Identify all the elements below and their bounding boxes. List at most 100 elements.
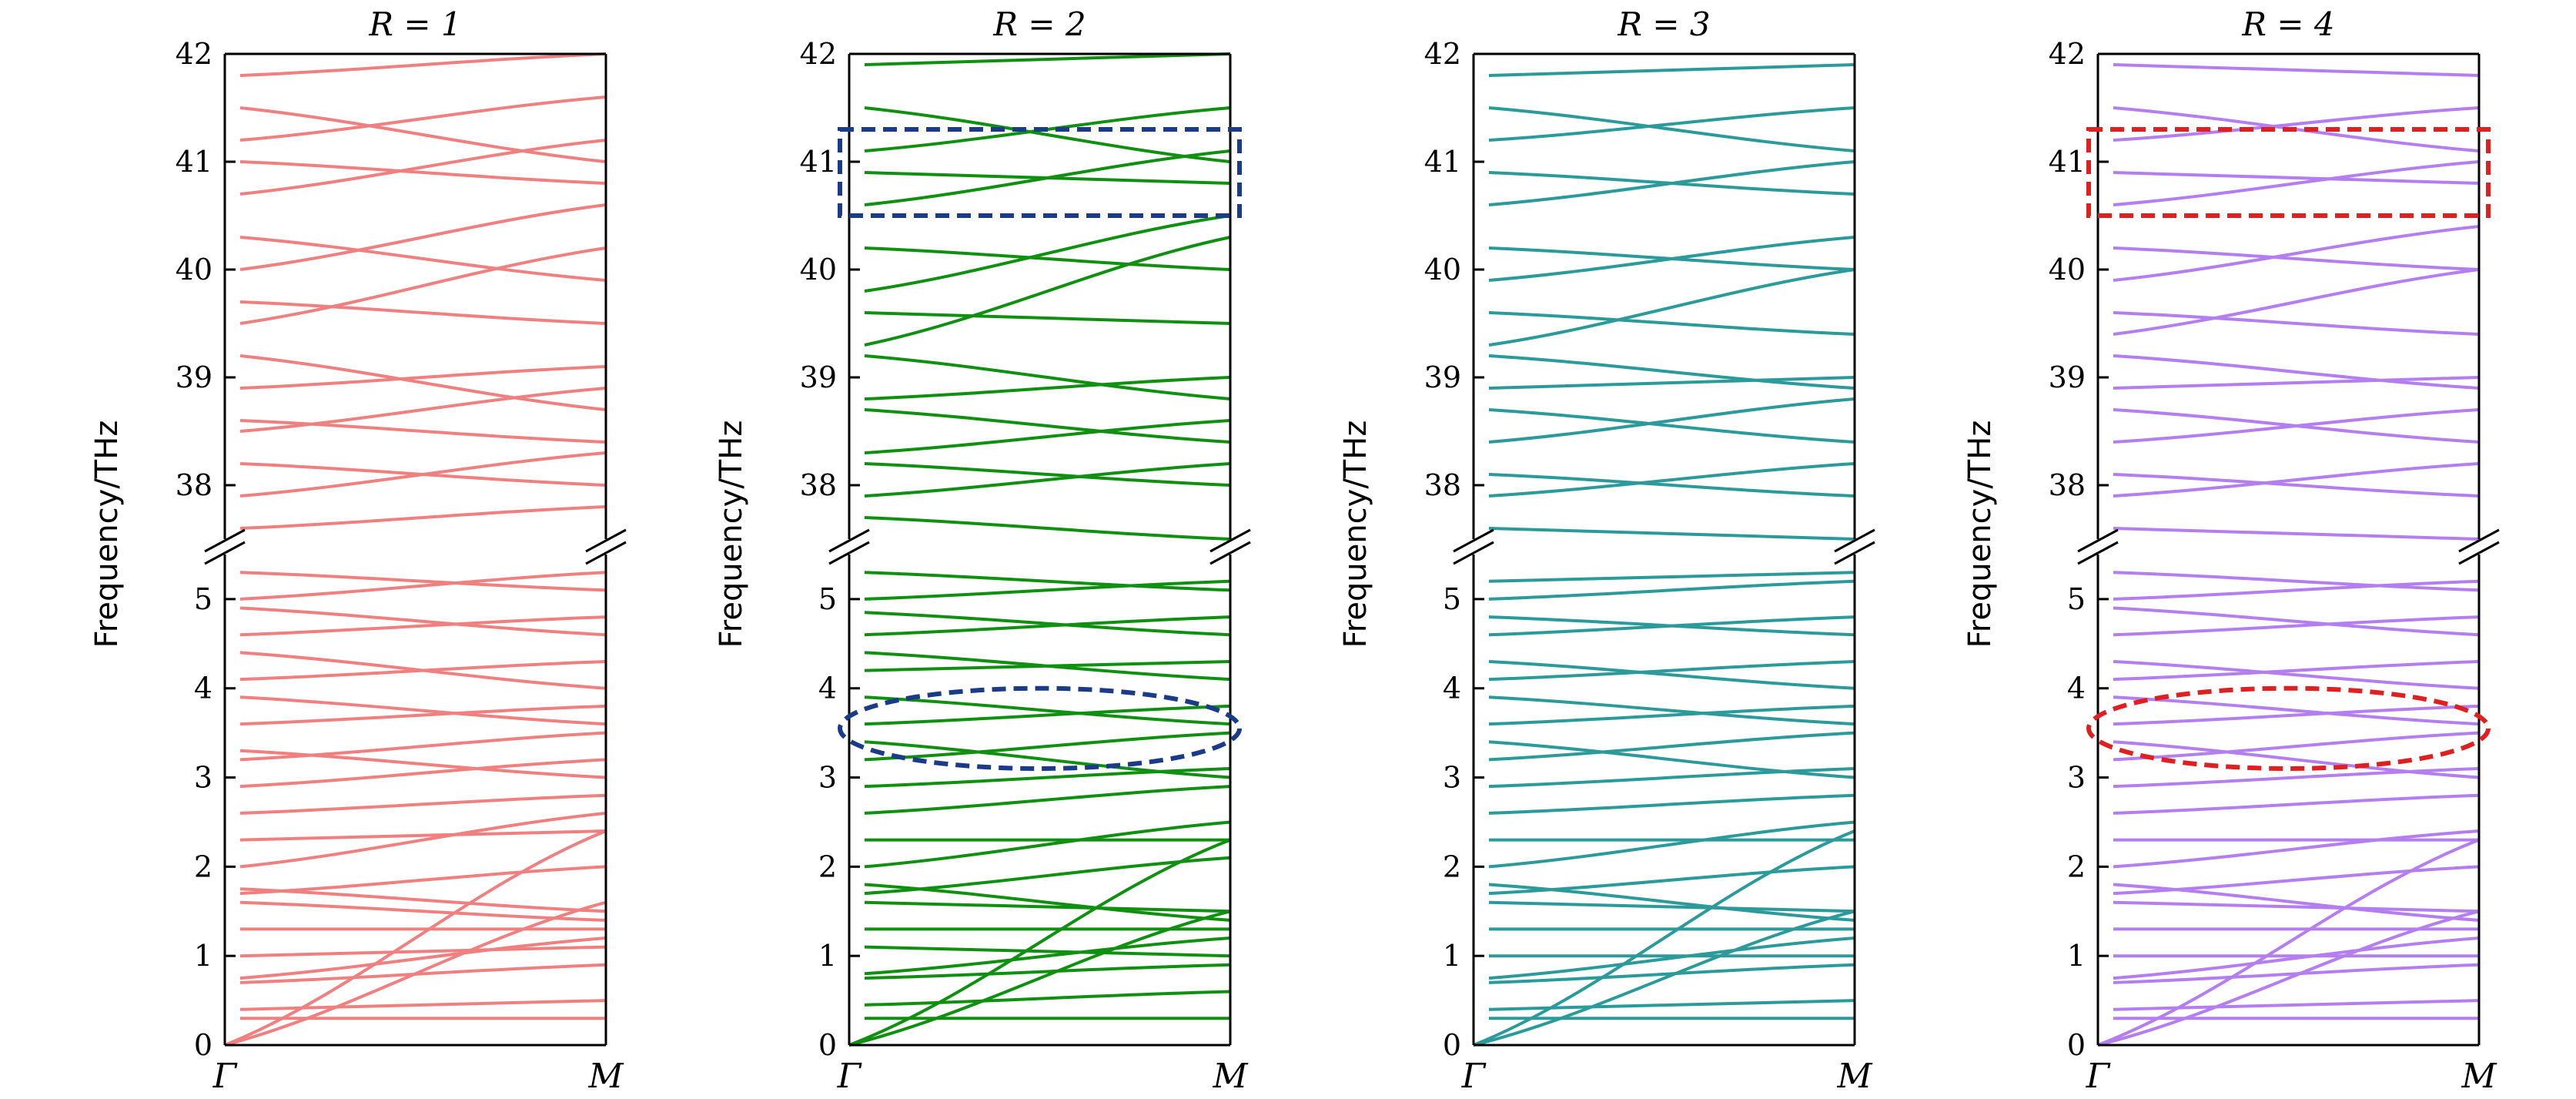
axis-break-mark — [828, 528, 870, 553]
band-line — [864, 171, 1231, 185]
axis-break-mark — [1453, 541, 1494, 565]
band-line — [1488, 354, 1855, 390]
band-line — [239, 695, 607, 726]
band-line — [864, 651, 1231, 682]
band-line — [239, 651, 607, 690]
y-tick-label: 4 — [2067, 672, 2086, 705]
band-line — [239, 793, 607, 815]
panel-1: 38 39 40 41 42 0 1 2 3 4 5 Γ M R = 1 Frequency/THz — [89, 5, 627, 1096]
axis-break-mark — [2077, 541, 2119, 565]
y-axis-label: Frequency/THz — [714, 421, 749, 648]
band-line — [1488, 660, 1855, 682]
band-line — [1488, 695, 1855, 726]
band-line — [239, 571, 607, 601]
band-line — [239, 106, 607, 163]
band-line — [864, 900, 1231, 913]
y-tick-label: 39 — [800, 360, 837, 394]
y-axis-label: Frequency/THz — [1338, 421, 1373, 648]
band-line — [2113, 999, 2480, 1011]
y-tick-label: 0 — [2067, 1028, 2086, 1062]
band-line — [239, 731, 607, 762]
band-line — [1488, 704, 1855, 726]
y-tick-label: 41 — [2049, 145, 2086, 179]
band-line — [2113, 63, 2480, 77]
band-line — [239, 829, 607, 842]
band-line — [2113, 311, 2480, 336]
band-line — [864, 376, 1231, 400]
y-tick-label: 41 — [176, 145, 212, 179]
axis-break-mark — [1834, 541, 1875, 565]
y-tick-label: 2 — [818, 849, 837, 883]
band-line — [2113, 865, 2480, 896]
band-line — [239, 462, 607, 487]
band-line — [1488, 660, 1855, 690]
y-tick-label: 1 — [1443, 939, 1461, 973]
band-line — [2113, 354, 2480, 390]
y-tick-label: 38 — [1424, 468, 1461, 502]
band-line — [1488, 793, 1855, 815]
band-line — [1488, 527, 1855, 541]
band-line — [2113, 246, 2480, 271]
panel-3: 38 39 40 41 42 0 1 2 3 4 5 Γ M R = 3 Frequency/THz — [1338, 5, 1875, 1096]
y-tick-label: 5 — [1443, 582, 1461, 616]
band-line — [1488, 408, 1855, 444]
x-tick-label-gamma: Γ — [2086, 1057, 2111, 1096]
band-line — [2113, 883, 2480, 922]
x-tick-label-gamma: Γ — [212, 1057, 238, 1096]
band-line — [2113, 106, 2480, 142]
band-line — [2113, 571, 2480, 592]
panel-title: R = 1 — [368, 5, 461, 43]
band-line — [1488, 963, 1855, 984]
band-line — [2113, 408, 2480, 444]
band-line — [1488, 268, 1855, 347]
y-tick-label: 5 — [2067, 582, 2086, 616]
y-tick-label: 42 — [1424, 37, 1461, 71]
band-line — [2113, 829, 2480, 869]
axis-break-mark — [2458, 528, 2500, 553]
y-tick-label: 1 — [2067, 939, 2086, 973]
band-line — [2113, 963, 2480, 984]
y-tick-label: 39 — [176, 360, 212, 394]
band-line — [239, 246, 607, 325]
panel-title: R = 2 — [992, 5, 1086, 43]
band-line — [2113, 731, 2480, 762]
band-line — [1488, 311, 1855, 336]
y-tick-label: 2 — [2067, 849, 2086, 883]
band-line — [864, 615, 1231, 637]
band-line — [1488, 246, 1855, 271]
y-tick-label: 0 — [1443, 1028, 1461, 1062]
band-line — [2113, 160, 2480, 206]
panel-title: R = 4 — [2241, 5, 2334, 43]
band-line — [1488, 767, 1855, 789]
band-line — [1488, 171, 1855, 196]
band-line — [2113, 376, 2480, 390]
band-line — [2113, 527, 2480, 541]
band-line — [239, 963, 607, 984]
band-line — [239, 571, 607, 592]
highlight-rectangle — [2086, 127, 2491, 218]
panel-title: R = 3 — [1617, 5, 1710, 43]
band-line — [239, 419, 607, 444]
band-line — [1488, 579, 1855, 601]
y-tick-label: 4 — [1443, 672, 1461, 705]
band-line — [1488, 106, 1855, 142]
band-line — [2113, 615, 2480, 637]
band-line — [239, 900, 607, 922]
band-line — [2113, 936, 2480, 980]
x-tick-label-gamma: Γ — [1461, 1057, 1487, 1096]
y-tick-label: 0 — [194, 1028, 212, 1062]
y-tick-label: 3 — [194, 761, 212, 795]
y-tick-label: 1 — [818, 939, 837, 973]
y-axis-label: Frequency/THz — [1962, 421, 1998, 648]
band-line — [239, 300, 607, 325]
band-line — [1488, 936, 1855, 980]
band-line — [239, 758, 607, 789]
band-line — [1488, 473, 1855, 498]
band-line — [864, 408, 1231, 444]
band-line — [239, 936, 607, 980]
y-tick-label: 2 — [1443, 849, 1461, 883]
band-line — [1488, 900, 1855, 913]
band-line — [239, 999, 607, 1011]
highlight-ellipse — [838, 685, 1242, 771]
y-tick-label: 38 — [2049, 468, 2086, 502]
